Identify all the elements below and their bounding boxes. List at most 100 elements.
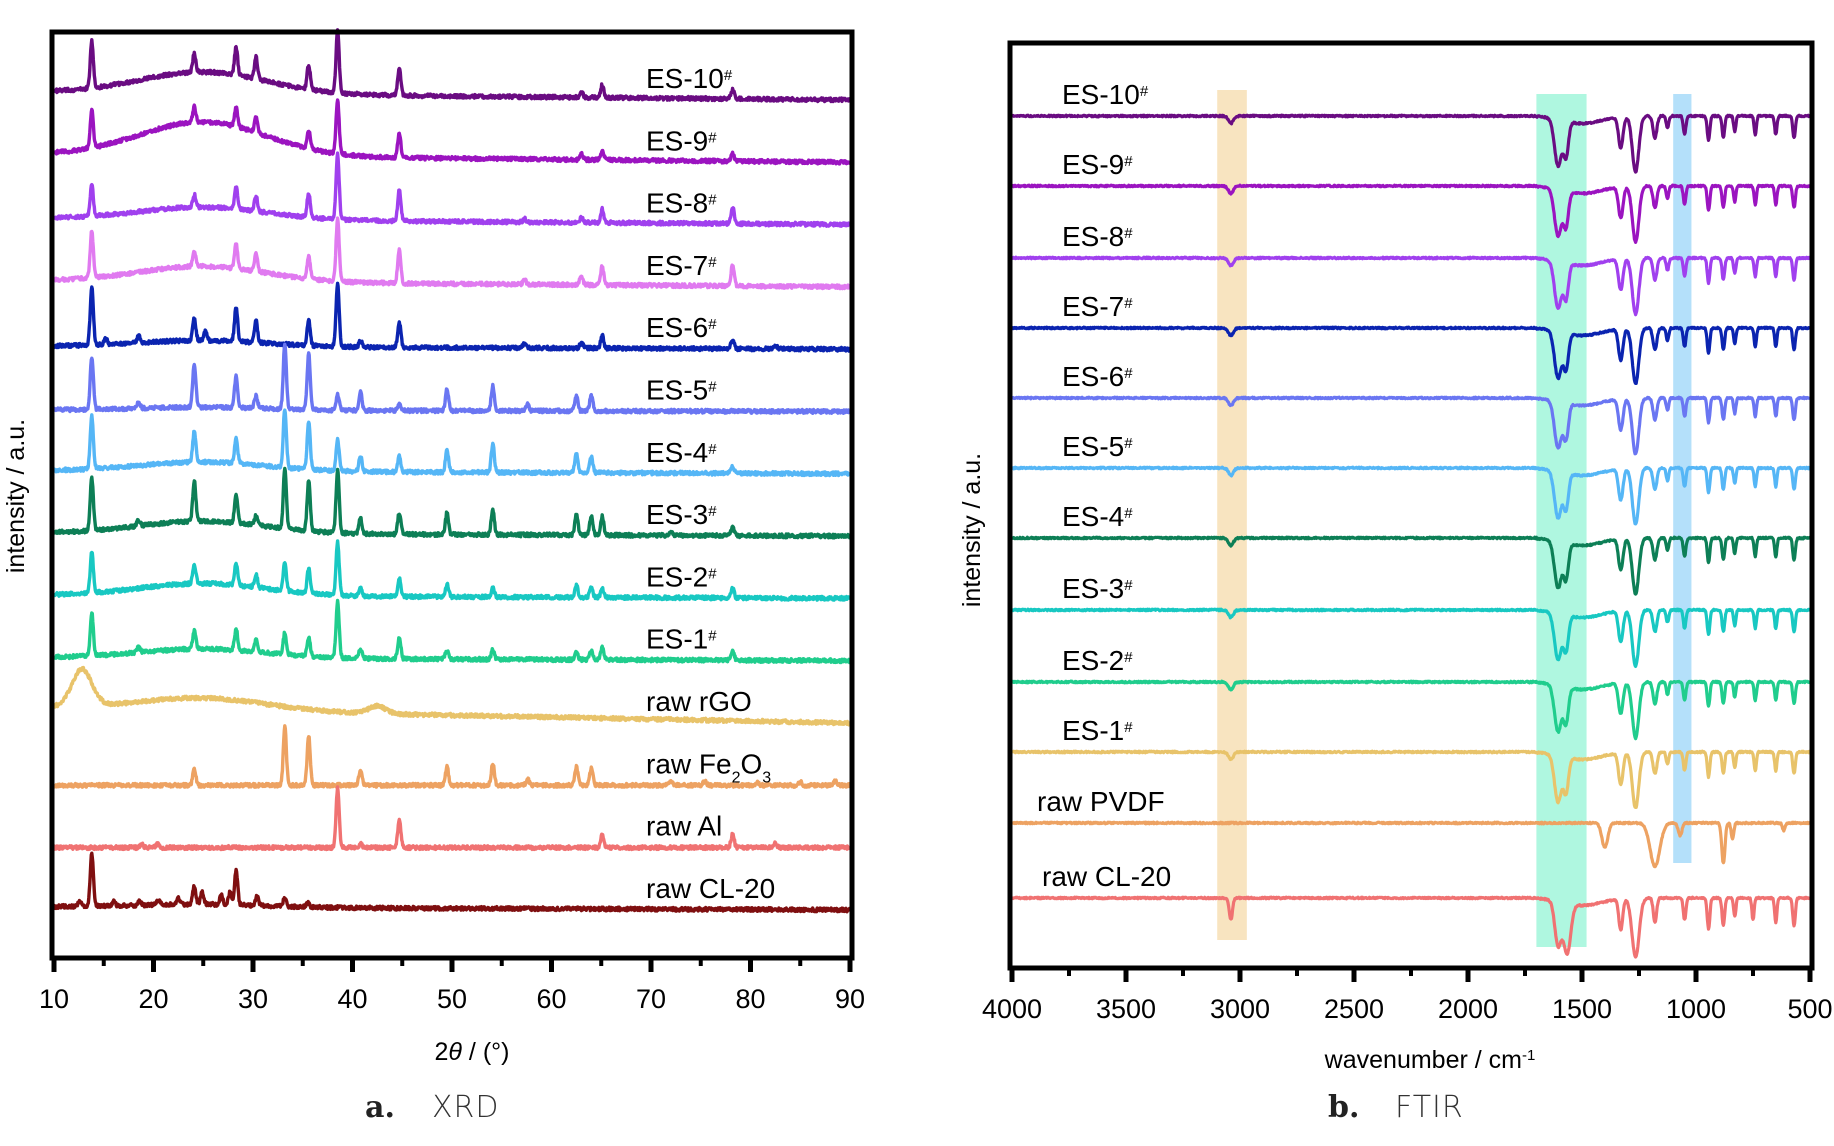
ftir-label-6: ES-4# [1062,501,1133,532]
superscript-hash: # [708,253,717,270]
xrd-label-text: raw Fe [646,748,732,779]
ftir-tick-label: 2000 [1438,994,1498,1024]
ftir-tick-label: 2500 [1324,994,1384,1024]
xrd-xlabel-theta: θ [448,1038,462,1066]
ftir-label-text: ES-7 [1062,291,1124,322]
xrd-tick-label: 50 [437,984,467,1014]
ftir-trace-es-1- [1010,749,1811,809]
xrd-label-text: ES-1 [646,624,708,655]
xrd-trace-es-9- [52,98,852,166]
ftir-trace-es-10- [1010,113,1812,174]
xrd-tick-label: 30 [238,984,268,1014]
ftir-trace-es-3- [1010,607,1811,668]
ftir-label-text: ES-6 [1062,361,1124,392]
ftir-tick-label: 500 [1787,994,1832,1024]
ftir-label-3: ES-7# [1062,291,1133,322]
xrd-tick-label: 40 [337,984,367,1014]
ftir-trace-es-6- [1010,395,1812,456]
xrd-label-text: ES-2 [646,561,708,592]
ftir-trace-es-9- [1010,183,1811,244]
xrd-trace-raw-cl-20 [52,851,852,914]
superscript-hash: # [1124,435,1133,452]
ftir-label-0: ES-10# [1062,79,1149,110]
xrd-label-2: ES-8# [646,188,717,219]
xrd-label-text: ES-6 [646,312,708,343]
xrd-y-axis-label: intensity / a.u. [2,419,30,573]
ftir-label-text: ES-9 [1062,149,1124,180]
xrd-label-5: ES-5# [646,375,717,406]
xrd-trace-es-4- [52,408,852,478]
superscript-hash: # [1124,719,1133,736]
superscript-hash: # [724,67,733,84]
xrd-label-0: ES-10# [646,63,733,94]
xrd-xlabel-suffix: / (°) [462,1038,510,1066]
ftir-label-text: ES-4 [1062,501,1124,532]
xrd-tick-label: 90 [835,984,865,1014]
ftir-trace-es-2- [1010,679,1812,741]
ftir-trace-es-4- [1010,535,1812,596]
xrd-tick-label: 80 [735,984,765,1014]
superscript-hash: # [1124,505,1133,522]
ftir-label-4: ES-6# [1062,361,1133,392]
superscript-hash: # [1140,83,1149,100]
xrd-label-text: raw CL-20 [646,873,775,904]
ftir-tick-label: 3000 [1210,994,1270,1024]
ftir-label-text: ES-3 [1062,573,1124,604]
ftir-highlight-band [1536,94,1587,947]
ftir-label-text: ES-5 [1062,431,1124,462]
xrd-label-text: raw rGO [646,686,752,717]
superscript-hash: # [1124,225,1133,242]
xrd-label-10: raw rGO [646,686,752,717]
ftir-label-7: ES-3# [1062,573,1133,604]
xrd-label-9: ES-1# [646,624,717,655]
ftir-caption-title: FTIR [1395,1090,1464,1125]
subscript: 3 [762,769,771,786]
xrd-label-text: ES-7 [646,250,708,281]
xrd-plot-frame [49,29,855,961]
xrd-tick-label: 70 [636,984,666,1014]
superscript-hash: # [1124,153,1133,170]
xrd-trace-labels: ES-10#ES-9#ES-8#ES-7#ES-6#ES-5#ES-4#ES-3… [646,63,775,904]
ftir-label-text: raw CL-20 [1042,861,1171,892]
superscript-hash: # [1124,295,1133,312]
ftir-label-1: ES-9# [1062,149,1133,180]
ftir-y-axis-label: intensity / a.u. [958,453,986,607]
xrd-trace-raw-al [52,785,852,852]
ftir-label-10: raw PVDF [1037,786,1165,817]
xrd-caption-title: XRD [432,1090,500,1125]
xrd-x-ticks: 10 20 30 40 50 60 70 80 90 [39,958,865,1014]
xrd-tick-label: 10 [39,984,69,1014]
ftir-label-text: ES-2 [1062,645,1124,676]
xrd-label-3: ES-7# [646,250,717,281]
ftir-trace-es-7- [1010,325,1811,385]
xrd-label-4: ES-6# [646,312,717,343]
ftir-label-9: ES-1# [1062,715,1133,746]
xrd-trace-es-8- [52,151,852,228]
superscript-hash: # [708,627,717,644]
superscript-hash: # [708,316,717,333]
xrd-label-1: ES-9# [646,125,717,156]
xrd-trace-es-10- [52,28,852,104]
superscript-hash: # [708,191,717,208]
xrd-tick-label: 20 [138,984,168,1014]
xrd-label-text: ES-5 [646,375,708,406]
superscript-hash: # [708,129,717,146]
ftir-caption-letter: b. [1328,1090,1359,1125]
xrd-label-11: raw Fe2O3 [646,748,771,786]
xrd-caption-letter: a. [365,1090,395,1125]
xrd-label-text: ES-4 [646,437,708,468]
ftir-xlabel-main: wavenumber / cm [1324,1046,1522,1074]
ftir-x-axis-label: wavenumber / cm-1 [1324,1046,1536,1074]
xrd-trace-es-5- [52,342,852,415]
superscript-hash: # [708,503,717,520]
xrd-label-12: raw Al [646,811,722,842]
ftir-label-5: ES-5# [1062,431,1133,462]
ftir-tick-label: 1500 [1552,994,1612,1024]
xrd-label-text: raw Al [646,811,722,842]
xrd-label-13: raw CL-20 [646,873,775,904]
xrd-tick-label: 60 [536,984,566,1014]
superscript-hash: # [1124,577,1133,594]
ftir-tick-label: 4000 [982,994,1042,1024]
ftir-tick-label: 1000 [1666,994,1726,1024]
